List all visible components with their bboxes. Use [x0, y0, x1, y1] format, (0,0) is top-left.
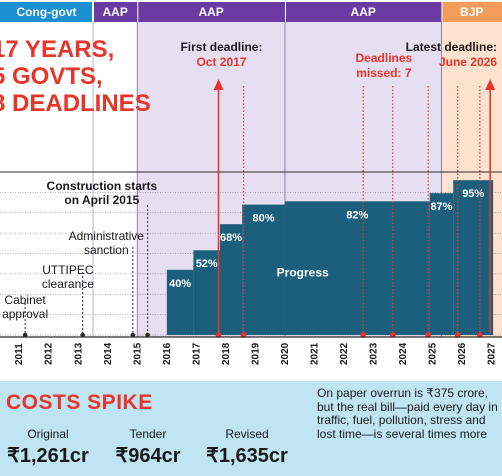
progress-step-1: [193, 250, 220, 335]
progress-step-3: [242, 204, 285, 335]
headline-line-0: 17 YEARS,: [0, 36, 114, 63]
cost-revised-label: Revised: [225, 427, 269, 441]
x-tick-label-1: 2012: [44, 342, 55, 365]
cost-original-label: Original: [27, 427, 69, 441]
cost-tender-label: Tender: [129, 427, 167, 441]
deadlines-missed-line-0: Deadlines: [356, 51, 413, 65]
cost-original-value: ₹1,261cr: [7, 445, 89, 467]
latest-deadline-title: Latest deadline:: [406, 40, 497, 54]
progress-step-label-2: 68%: [220, 232, 242, 244]
milestone-label-3-1: on April 2015: [64, 193, 139, 207]
progress-step-0: [166, 269, 194, 335]
progress-step-label-6: 95%: [462, 188, 484, 200]
government-band-label-3: AAP: [351, 5, 376, 19]
x-tick-label-15: 2026: [457, 342, 468, 365]
government-band-label-0: Cong-govt: [17, 5, 77, 19]
milestone-label-1-1: clearance: [42, 277, 94, 291]
milestone-label-1-0: UTTIPEC: [42, 263, 94, 277]
x-tick-label-8: 2019: [250, 342, 261, 365]
progress-step-label-1: 52%: [196, 258, 218, 270]
milestone-label-2-1: sanction: [84, 243, 129, 257]
x-tick-label-14: 2025: [428, 342, 439, 365]
milestone-dot-3: [145, 332, 150, 338]
cost-tender-value: ₹964cr: [115, 445, 181, 467]
cost-original: Original ₹1,261cr: [4, 427, 92, 468]
government-band-label-2: AAP: [198, 5, 223, 19]
progress-step-label-3: 80%: [253, 213, 275, 225]
progress-step-label-4: 82%: [346, 209, 368, 221]
costs-title: COSTS SPIKE: [6, 391, 153, 414]
period-shade-0: [0, 22, 94, 337]
first-deadline-value: Oct 2017: [196, 55, 246, 69]
milestone-dot-0: [22, 332, 28, 338]
x-tick-label-10: 2021: [309, 342, 320, 365]
government-band-3: [285, 2, 442, 22]
headline-line-2: 8 DEADLINES: [0, 90, 151, 117]
milestone-label-0-0: Cabinet: [4, 293, 46, 307]
progress-step-4: [284, 201, 430, 335]
milestone-label-3-0: Construction starts: [47, 179, 158, 193]
x-tick-label-11: 2022: [339, 342, 350, 365]
milestone-label-0-1: approval: [2, 307, 48, 321]
progress-step-5: [429, 193, 454, 335]
x-tick-label-2: 2013: [73, 342, 84, 365]
x-tick-label-4: 2015: [132, 342, 143, 365]
x-tick-label-13: 2024: [398, 342, 409, 365]
deadline-arrow-head-0: [213, 79, 224, 90]
x-tick-label-7: 2018: [221, 342, 232, 365]
cost-revised: Revised ₹1,635cr: [198, 427, 296, 468]
x-tick-label-12: 2023: [369, 342, 380, 365]
timeline-chart: Cong-govt AAP AAP AAP BJP 40% 52% 68% 80% 82% 87% 9…: [0, 2, 502, 365]
government-band-label-4: BJP: [460, 5, 483, 19]
progress-step-6: [453, 180, 494, 335]
government-band-4: [442, 2, 502, 22]
headline-line-1: 5 GOVTS,: [0, 63, 103, 90]
progress-label: Progress: [277, 265, 329, 279]
period-shade-1: [93, 22, 138, 337]
cost-revised-value: ₹1,635cr: [206, 445, 288, 467]
milestone-dot-2: [130, 332, 136, 338]
cost-tender: Tender ₹964cr: [104, 427, 192, 468]
milestone-label-2-0: Administrative: [69, 229, 145, 243]
government-band-label-1: AAP: [102, 5, 127, 19]
government-band-1: [94, 2, 138, 22]
x-tick-label-3: 2014: [103, 342, 114, 365]
deadlines-missed-line-1: missed: 7: [356, 66, 412, 80]
costs-panel: COSTS SPIKE Original ₹1,261cr Tender ₹96…: [0, 381, 502, 476]
x-tick-label-9: 2020: [280, 342, 291, 365]
milestone-dot-1: [80, 332, 85, 338]
first-deadline-title: First deadline:: [180, 40, 262, 54]
deadline-arrow-head-1: [485, 79, 496, 90]
latest-deadline-value: June 2026: [439, 55, 497, 69]
government-band-2: [138, 2, 285, 22]
progress-step-label-0: 40%: [169, 278, 191, 290]
government-band-0: [0, 2, 93, 22]
progress-step-2: [219, 224, 243, 335]
x-tick-label-5: 2016: [162, 342, 173, 365]
progress-step-label-5: 87%: [430, 201, 452, 213]
x-tick-label-6: 2017: [191, 342, 202, 365]
costs-note: On paper overrun is ₹375 crore, but the …: [317, 386, 498, 441]
x-tick-label-16: 2027: [487, 342, 498, 365]
x-tick-label-0: 2011: [14, 343, 25, 365]
